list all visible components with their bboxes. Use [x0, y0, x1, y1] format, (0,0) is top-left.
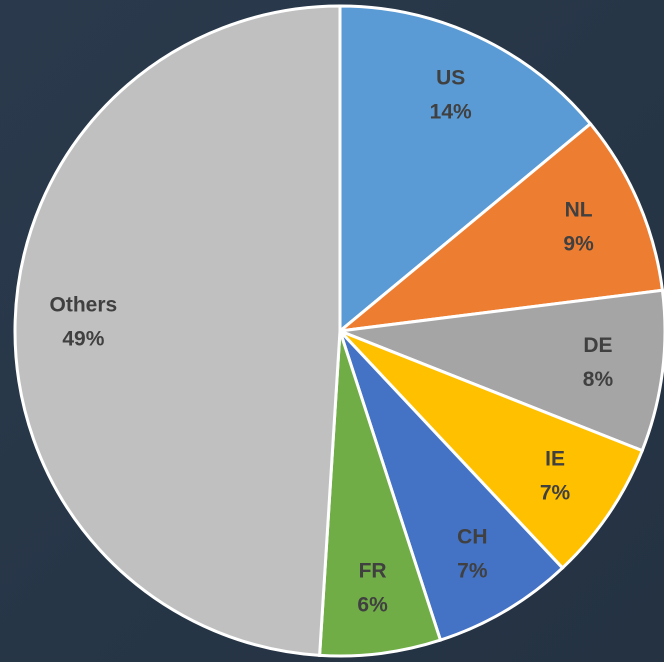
pie-slice [338, 329, 565, 642]
slice-value-label: 9% [563, 232, 594, 255]
slice-label: IE [545, 448, 565, 471]
slice-label: DE [583, 334, 612, 357]
slice-value-label: 14% [430, 100, 472, 123]
slice-value-label: 6% [357, 593, 388, 616]
slice-label: CH [457, 525, 487, 548]
pie-slice [335, 121, 664, 334]
slice-label: US [436, 66, 465, 89]
slice-value-label: 7% [457, 559, 488, 582]
slice-value-label: 7% [540, 482, 571, 505]
slice-value-label: 8% [583, 368, 614, 391]
pie-slice [318, 330, 443, 658]
slice-label: NL [565, 198, 593, 221]
slice-label: Others [50, 293, 118, 316]
slice-label: FR [359, 559, 387, 582]
pie-slice [339, 288, 664, 453]
slice-value-label: 49% [62, 327, 104, 350]
pie-slice [13, 4, 342, 657]
pie-slice [338, 329, 645, 571]
pie-slice [338, 4, 593, 335]
